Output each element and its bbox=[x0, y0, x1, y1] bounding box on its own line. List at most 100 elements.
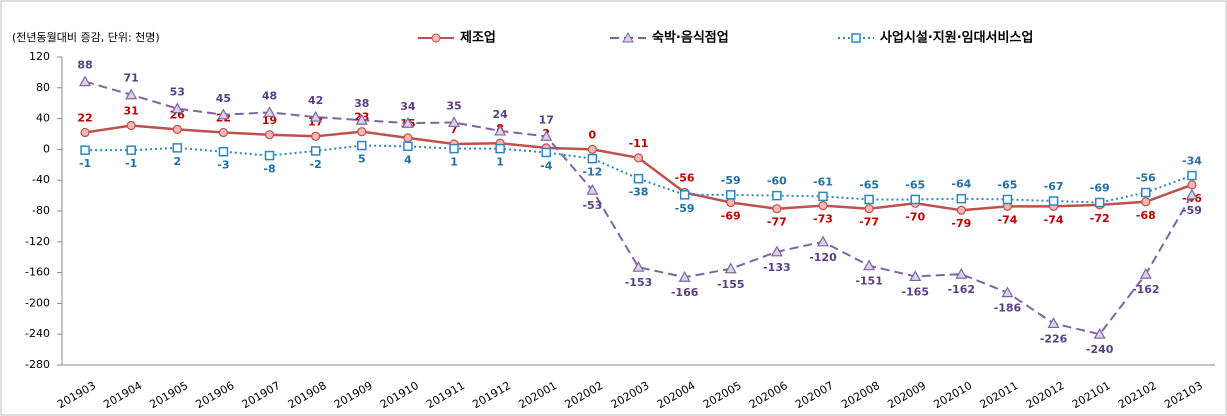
marker bbox=[1141, 197, 1151, 207]
marker bbox=[725, 190, 736, 200]
marker bbox=[403, 141, 413, 152]
data-label: 71 bbox=[124, 72, 139, 85]
y-tick-label: -240 bbox=[25, 327, 50, 340]
data-label: -133 bbox=[763, 261, 791, 274]
legend-marker bbox=[851, 33, 861, 43]
marker bbox=[1002, 194, 1013, 205]
marker bbox=[449, 143, 459, 154]
data-label: 34 bbox=[400, 100, 416, 113]
marker bbox=[587, 153, 598, 164]
data-label: -70 bbox=[905, 210, 925, 223]
data-label: -56 bbox=[1136, 172, 1156, 185]
marker bbox=[818, 201, 828, 211]
data-label: 88 bbox=[77, 59, 92, 72]
marker bbox=[357, 140, 367, 151]
marker bbox=[955, 267, 968, 279]
marker bbox=[540, 130, 553, 141]
y-tick-label: -200 bbox=[25, 296, 50, 309]
marker bbox=[956, 193, 967, 204]
marker bbox=[355, 113, 368, 125]
data-label: -65 bbox=[859, 178, 879, 191]
marker bbox=[1047, 317, 1060, 329]
marker bbox=[79, 75, 92, 87]
data-label: -120 bbox=[809, 251, 837, 264]
annotation: (전년동월대비 증감, 단위: 천명) bbox=[12, 30, 160, 44]
data-label: -60 bbox=[767, 175, 787, 188]
marker bbox=[172, 124, 182, 134]
marker bbox=[633, 153, 644, 163]
data-label: 42 bbox=[308, 94, 323, 107]
data-label: -153 bbox=[625, 276, 653, 289]
marker bbox=[1048, 196, 1059, 206]
data-label: -64 bbox=[951, 178, 971, 191]
marker bbox=[1141, 187, 1151, 198]
y-tick-label: -40 bbox=[32, 173, 50, 186]
data-label: -73 bbox=[813, 213, 833, 226]
marker bbox=[632, 260, 645, 272]
marker bbox=[263, 106, 276, 118]
marker bbox=[310, 146, 321, 156]
marker bbox=[724, 262, 737, 274]
marker bbox=[1093, 327, 1106, 339]
marker bbox=[401, 116, 414, 128]
legend-label: 숙박·음식점업 bbox=[652, 30, 729, 46]
marker bbox=[678, 270, 691, 282]
data-label: -79 bbox=[951, 217, 971, 230]
marker bbox=[541, 147, 552, 158]
data-label: -8 bbox=[263, 163, 275, 176]
marker bbox=[1001, 286, 1014, 298]
marker bbox=[818, 191, 828, 202]
data-label: -56 bbox=[675, 172, 695, 185]
marker bbox=[264, 130, 275, 140]
data-label: -162 bbox=[1132, 283, 1160, 296]
y-tick-label: -120 bbox=[25, 235, 50, 248]
marker bbox=[770, 245, 783, 257]
data-label: 7 bbox=[450, 123, 458, 136]
data-label: -1 bbox=[125, 157, 137, 170]
data-label: 1 bbox=[496, 156, 504, 169]
marker bbox=[864, 194, 874, 205]
data-label: 2 bbox=[173, 155, 181, 168]
data-label: 17 bbox=[539, 113, 554, 126]
marker bbox=[772, 204, 782, 214]
marker bbox=[311, 131, 321, 141]
y-tick-label: -280 bbox=[25, 358, 50, 371]
marker bbox=[1185, 188, 1198, 200]
data-label: -65 bbox=[905, 178, 925, 191]
marker bbox=[726, 197, 736, 208]
marker bbox=[1139, 267, 1152, 279]
data-label: -240 bbox=[1086, 343, 1114, 356]
data-label: -11 bbox=[629, 137, 649, 150]
marker bbox=[357, 127, 367, 137]
data-label: -67 bbox=[1044, 180, 1064, 193]
data-label: -69 bbox=[721, 210, 741, 223]
marker bbox=[494, 124, 507, 136]
legend-label: 제조업 bbox=[460, 31, 496, 46]
marker bbox=[218, 127, 229, 138]
marker bbox=[910, 194, 920, 205]
y-tick-label: 80 bbox=[36, 81, 50, 94]
y-tick-label: -160 bbox=[25, 266, 50, 279]
marker bbox=[448, 116, 461, 128]
data-label: 1 bbox=[450, 156, 458, 169]
marker bbox=[172, 143, 183, 153]
legend-marker bbox=[622, 31, 634, 43]
marker bbox=[80, 145, 90, 155]
data-label: -59 bbox=[675, 202, 695, 215]
data-label: -186 bbox=[994, 302, 1022, 315]
marker bbox=[495, 143, 505, 154]
data-label: -72 bbox=[1090, 212, 1110, 225]
marker bbox=[1187, 180, 1197, 190]
data-label: 5 bbox=[358, 153, 366, 166]
data-label: 31 bbox=[124, 105, 139, 118]
data-label: -162 bbox=[948, 283, 976, 296]
marker bbox=[80, 127, 90, 138]
data-label: -34 bbox=[1182, 155, 1202, 168]
marker bbox=[587, 144, 597, 154]
data-label: -12 bbox=[582, 166, 602, 179]
marker bbox=[909, 270, 922, 282]
legend-label: 사업시설·지원·임대서비스업 bbox=[880, 30, 1033, 46]
y-tick-label: 120 bbox=[29, 50, 50, 63]
marker bbox=[126, 120, 136, 131]
